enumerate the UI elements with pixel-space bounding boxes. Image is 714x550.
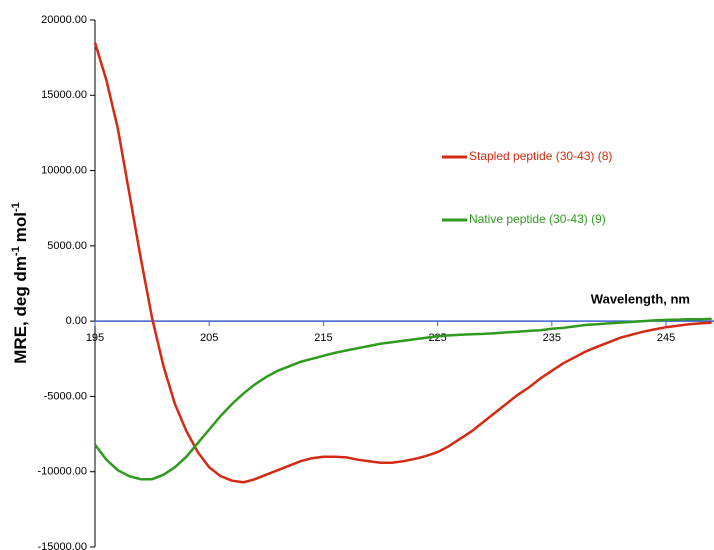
legend-label: Stapled peptide (30-43) (8) xyxy=(469,149,612,163)
x-tick-label: 245 xyxy=(657,332,675,344)
x-tick-label: 215 xyxy=(314,332,332,344)
y-tick-label: -5000.00 xyxy=(44,390,87,402)
x-tick-label: 195 xyxy=(86,332,104,344)
y-axis-label: MRE, deg dm-1mol-1 xyxy=(10,202,31,363)
y-tick-label: 20000.00 xyxy=(41,14,87,26)
x-axis-label: Wavelength, nm xyxy=(591,291,690,306)
y-tick-label: -10000.00 xyxy=(37,466,87,478)
x-tick-label: 205 xyxy=(200,332,218,344)
data-line xyxy=(94,317,712,481)
y-tick-label: 0.00 xyxy=(66,315,87,327)
y-tick-label: -15000.00 xyxy=(37,541,87,550)
y-tick-label: 5000.00 xyxy=(47,240,87,252)
y-tick-label: 15000.00 xyxy=(41,89,87,101)
data-line xyxy=(93,42,712,484)
legend-label: Native peptide (30-43) (9) xyxy=(469,212,606,226)
y-tick-label: 10000.00 xyxy=(41,164,87,176)
x-tick-label: 235 xyxy=(543,332,561,344)
